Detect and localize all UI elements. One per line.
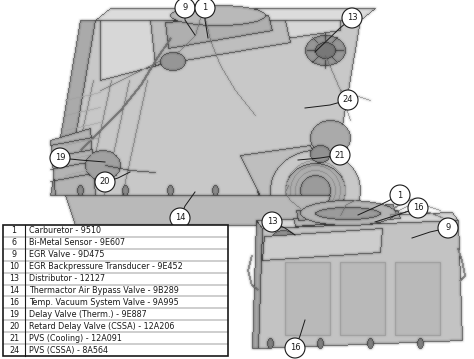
Text: 9: 9 — [446, 224, 451, 233]
Text: 14: 14 — [175, 214, 185, 223]
FancyBboxPatch shape — [3, 225, 228, 356]
Text: Distributor - 12127: Distributor - 12127 — [29, 274, 105, 283]
Text: 13: 13 — [9, 274, 19, 283]
Text: EGR Valve - 9D475: EGR Valve - 9D475 — [29, 250, 104, 259]
Text: 13: 13 — [267, 218, 277, 227]
Text: 10: 10 — [9, 262, 19, 271]
Text: EGR Backpressure Transducer - 9E452: EGR Backpressure Transducer - 9E452 — [29, 262, 183, 271]
Text: 1: 1 — [202, 4, 208, 13]
Text: Temp. Vacuum System Valve - 9A995: Temp. Vacuum System Valve - 9A995 — [29, 298, 179, 307]
Text: Delay Valve (Therm.) - 9E887: Delay Valve (Therm.) - 9E887 — [29, 310, 147, 319]
Ellipse shape — [175, 0, 195, 18]
Text: 1: 1 — [11, 227, 17, 236]
Text: Bi-Metal Sensor - 9E607: Bi-Metal Sensor - 9E607 — [29, 238, 125, 247]
Text: 13: 13 — [346, 14, 357, 23]
Ellipse shape — [390, 185, 410, 205]
Text: 9: 9 — [11, 250, 17, 259]
Ellipse shape — [408, 198, 428, 218]
Text: 14: 14 — [9, 286, 19, 295]
Text: Retard Delay Valve (CSSA) - 12A206: Retard Delay Valve (CSSA) - 12A206 — [29, 322, 174, 331]
Text: 21: 21 — [335, 150, 345, 159]
Ellipse shape — [285, 338, 305, 358]
Text: 24: 24 — [9, 346, 19, 355]
Text: 20: 20 — [9, 322, 19, 331]
Ellipse shape — [95, 172, 115, 192]
Ellipse shape — [170, 208, 190, 228]
Text: 24: 24 — [343, 95, 353, 104]
Text: 1: 1 — [397, 191, 402, 200]
Text: 20: 20 — [100, 177, 110, 186]
Ellipse shape — [330, 145, 350, 165]
Text: 21: 21 — [9, 334, 19, 342]
Text: 6: 6 — [11, 238, 17, 247]
Text: 16: 16 — [290, 344, 301, 353]
Text: 19: 19 — [55, 154, 65, 163]
Ellipse shape — [262, 212, 282, 232]
Text: 16: 16 — [9, 298, 19, 307]
Text: 9: 9 — [182, 4, 188, 13]
Text: 19: 19 — [9, 310, 19, 319]
Ellipse shape — [50, 148, 70, 168]
Ellipse shape — [438, 218, 458, 238]
Text: 16: 16 — [413, 204, 423, 213]
Text: Carburetor - 9510: Carburetor - 9510 — [29, 227, 101, 236]
Ellipse shape — [195, 0, 215, 18]
Text: PVS (Cooling) - 12A091: PVS (Cooling) - 12A091 — [29, 334, 122, 342]
Text: PVS (CSSA) - 8A564: PVS (CSSA) - 8A564 — [29, 346, 108, 355]
Ellipse shape — [338, 90, 358, 110]
Text: Thermactor Air Bypass Valve - 9B289: Thermactor Air Bypass Valve - 9B289 — [29, 286, 179, 295]
Ellipse shape — [342, 8, 362, 28]
